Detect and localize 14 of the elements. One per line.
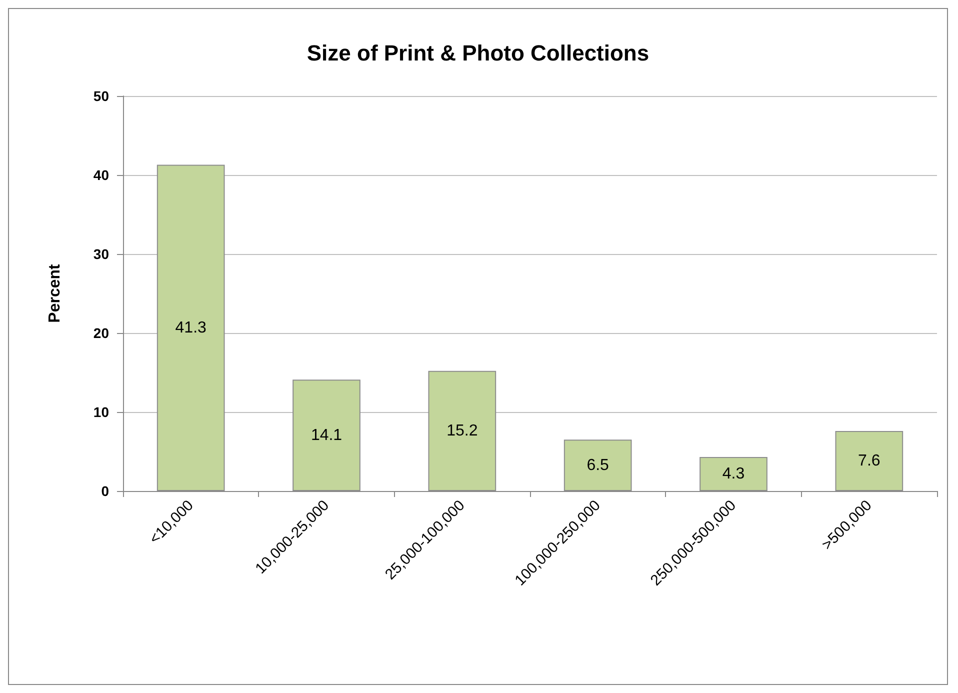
data-label: 6.5 bbox=[586, 456, 610, 474]
y-tick-label: 20 bbox=[93, 325, 110, 341]
chart-title: Size of Print & Photo Collections bbox=[306, 40, 650, 66]
y-tick-label: 40 bbox=[93, 167, 110, 183]
data-label: 41.3 bbox=[175, 319, 207, 336]
data-label: 14.1 bbox=[310, 426, 342, 444]
data-label: 4.3 bbox=[722, 466, 745, 483]
y-tick-label: 30 bbox=[93, 246, 110, 262]
y-tick-label: 50 bbox=[93, 88, 110, 104]
data-label: 15.2 bbox=[446, 422, 478, 440]
data-label: 7.6 bbox=[858, 452, 880, 470]
y-tick-label: 10 bbox=[93, 404, 110, 420]
y-tick-label: 0 bbox=[101, 483, 110, 499]
y-axis-title: Percent bbox=[46, 263, 64, 323]
